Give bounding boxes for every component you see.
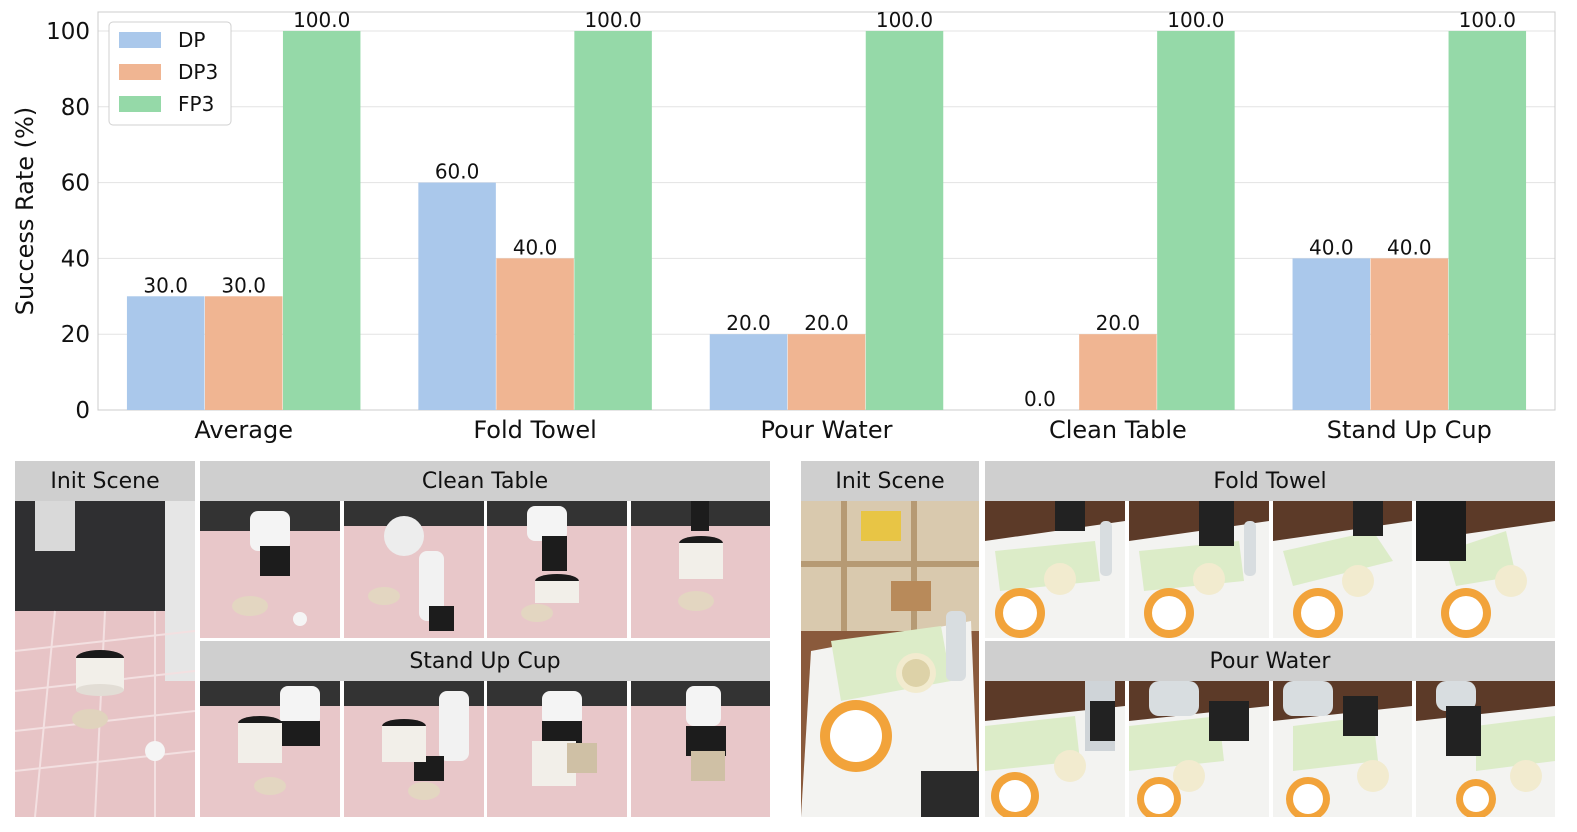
- bar-chart: 0 20 40 60 80 100 Average Fold Towel Pour Water…: [11, 8, 1556, 444]
- value-label: 100.0: [876, 8, 933, 32]
- x-tick-label: Stand Up Cup: [1327, 416, 1492, 444]
- bar-fp3-stand-up-cup: [1448, 30, 1527, 410]
- x-tick-label: Fold Towel: [473, 416, 597, 444]
- legend-label-dp3: DP3: [178, 60, 218, 84]
- value-labels: 30.0 30.0 100.0 60.0 40.0 100.0 20.0 20.0 100.0 0…: [143, 8, 1515, 411]
- value-label: 20.0: [804, 311, 849, 335]
- right-fold-towel-frame-2: [1129, 501, 1269, 638]
- right-init-scene-photo: [801, 501, 979, 817]
- right-pour-water-frame-4: [1416, 681, 1555, 817]
- right-pour-water-frame-1: [985, 681, 1125, 817]
- bar-fp3-average: [282, 30, 361, 410]
- x-tick-labels: Average Fold Towel Pour Water Clean Table St…: [194, 416, 1491, 444]
- value-label: 30.0: [143, 273, 188, 297]
- right-pour-water-frame-2: [1129, 681, 1269, 817]
- left-stand-up-cup-frame-4: [631, 681, 770, 817]
- bar-dp-pour-water: [709, 334, 788, 410]
- right-pour-water-frame-3: [1273, 681, 1412, 817]
- left-stand-up-cup-title: Stand Up Cup: [200, 641, 770, 681]
- bar-dp3-pour-water: [787, 334, 866, 410]
- bar-dp3-fold-towel: [496, 258, 574, 410]
- value-label: 100.0: [293, 8, 350, 32]
- value-label: 40.0: [1309, 235, 1354, 259]
- left-stand-up-cup-frame-3: [487, 681, 627, 817]
- bars: [126, 30, 1527, 410]
- left-clean-table-title: Clean Table: [200, 461, 770, 501]
- x-tick-label: Average: [194, 416, 293, 444]
- value-label: 100.0: [1459, 8, 1516, 32]
- legend-swatch-dp: [119, 32, 161, 48]
- y-tick-label: 80: [61, 95, 90, 121]
- y-tick-label: 0: [75, 398, 90, 424]
- bar-fp3-clean-table: [1157, 30, 1235, 410]
- left-init-scene-title: Init Scene: [15, 461, 195, 501]
- value-label: 30.0: [221, 273, 266, 297]
- bar-dp3-stand-up-cup: [1370, 258, 1449, 410]
- bar-fp3-fold-towel: [574, 30, 652, 410]
- x-tick-label: Clean Table: [1049, 416, 1187, 444]
- right-fold-towel-title: Fold Towel: [985, 461, 1555, 501]
- x-tick-label: Pour Water: [761, 416, 893, 444]
- value-label: 40.0: [1387, 235, 1432, 259]
- legend-swatch-fp3: [119, 96, 161, 112]
- y-tick-label: 100: [46, 19, 90, 45]
- left-init-scene-photo: [15, 501, 195, 817]
- bar-dp-average: [126, 296, 205, 410]
- right-fold-towel-frame-4: [1416, 501, 1555, 638]
- legend-label-dp: DP: [178, 28, 205, 52]
- y-tick-label: 60: [61, 171, 90, 197]
- bar-dp3-clean-table: [1079, 334, 1157, 410]
- value-label: 100.0: [584, 8, 641, 32]
- right-init-scene-title: Init Scene: [801, 461, 979, 501]
- legend-label-fp3: FP3: [178, 92, 214, 116]
- left-stand-up-cup-frame-2: [344, 681, 484, 817]
- left-stand-up-cup-frame-1: [200, 681, 340, 817]
- legend: DP DP3 FP3: [108, 21, 232, 126]
- value-label: 100.0: [1167, 8, 1224, 32]
- y-tick-label: 20: [61, 322, 90, 348]
- left-clean-table-frame-2: [344, 501, 484, 638]
- bar-dp-fold-towel: [418, 182, 496, 410]
- y-axis-label: Success Rate (%): [11, 107, 39, 315]
- left-clean-table-frame-1: [200, 501, 340, 638]
- left-clean-table-frame-3: [487, 501, 627, 638]
- value-label: 20.0: [726, 311, 771, 335]
- right-fold-towel-frame-3: [1273, 501, 1412, 638]
- bar-dp-stand-up-cup: [1292, 258, 1371, 410]
- bar-fp3-pour-water: [865, 30, 944, 410]
- value-label: 40.0: [513, 235, 558, 259]
- right-pour-water-title: Pour Water: [985, 641, 1555, 681]
- right-fold-towel-frame-1: [985, 501, 1125, 638]
- legend-swatch-dp3: [119, 64, 161, 80]
- y-tick-labels: 0 20 40 60 80 100: [46, 19, 90, 424]
- value-label: 20.0: [1096, 311, 1141, 335]
- value-label: 60.0: [435, 160, 480, 184]
- value-label: 0.0: [1024, 387, 1056, 411]
- y-tick-label: 40: [61, 246, 90, 272]
- bar-dp3-average: [204, 296, 283, 410]
- left-clean-table-frame-4: [631, 501, 770, 638]
